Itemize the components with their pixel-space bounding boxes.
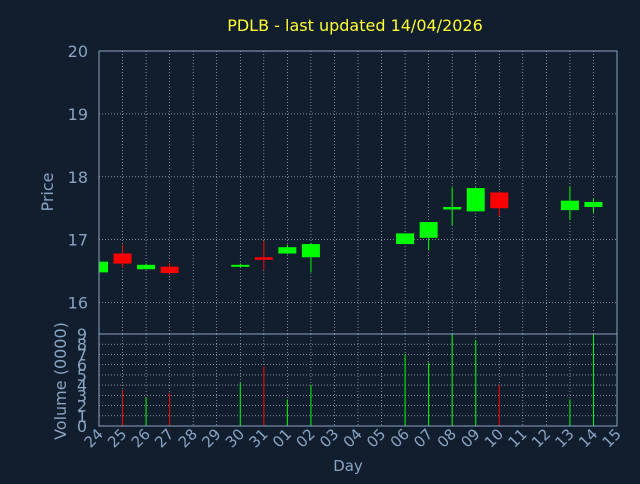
- price-tick-label: 19: [68, 105, 88, 124]
- candle-body: [584, 201, 603, 207]
- volume-tick-label: 0: [77, 417, 87, 436]
- volume-tick-label: 6: [77, 356, 87, 375]
- candle: [137, 263, 156, 270]
- x-tick-labels: 2425262728293031010203040506070809101112…: [81, 425, 625, 451]
- candle-body: [278, 247, 297, 254]
- candle-body: [396, 233, 415, 245]
- price-tick-label: 20: [68, 42, 88, 61]
- candle-body: [254, 257, 273, 260]
- price-axis-label: Price: [38, 172, 57, 211]
- volume-tick-label: 5: [77, 366, 87, 385]
- candle: [278, 244, 297, 255]
- volume-tick-label: 7: [77, 345, 87, 364]
- candle-body: [560, 200, 579, 211]
- candle-body: [113, 253, 132, 264]
- candle: [98, 259, 108, 273]
- price-tick-label: 18: [68, 168, 88, 187]
- volume-tick-label: 9: [77, 325, 87, 344]
- volume-tick-label: 2: [77, 397, 87, 416]
- price-tick-label: 17: [68, 231, 88, 250]
- volume-tick-label: 3: [77, 386, 87, 405]
- candle-body: [443, 206, 462, 210]
- candle-body: [301, 244, 320, 258]
- candle-body: [231, 264, 250, 267]
- price-tick-labels: 16 17 18 19 20: [68, 42, 88, 313]
- chart-title: PDLB - last updated 14/04/2026: [227, 16, 483, 35]
- price-candles: [98, 186, 603, 275]
- candle: [160, 262, 179, 275]
- candle: [443, 187, 462, 226]
- candle-body: [137, 264, 156, 270]
- volume-tick-label: 1: [77, 407, 87, 426]
- candle: [584, 198, 603, 213]
- volume-axis-label: Volume (0000): [51, 322, 70, 440]
- price-tick-label: 16: [68, 294, 88, 313]
- candle-body: [160, 266, 179, 273]
- candle-body: [490, 192, 509, 209]
- candle-body: [466, 188, 485, 212]
- x-axis-label: Day: [333, 457, 363, 475]
- candle: [490, 191, 509, 216]
- candle-body: [99, 261, 108, 273]
- candle: [466, 187, 485, 212]
- candle: [113, 244, 132, 268]
- candle: [254, 240, 273, 270]
- candle: [419, 222, 438, 251]
- volume-plot-frame: [98, 333, 618, 427]
- candle: [560, 186, 579, 220]
- volume-bars: [122, 334, 594, 426]
- volume-tick-label: 8: [77, 335, 87, 354]
- candle-body: [419, 222, 438, 238]
- candle: [231, 263, 250, 267]
- candle: [301, 242, 320, 273]
- candle: [396, 233, 415, 245]
- volume-tick-label: 4: [77, 376, 87, 395]
